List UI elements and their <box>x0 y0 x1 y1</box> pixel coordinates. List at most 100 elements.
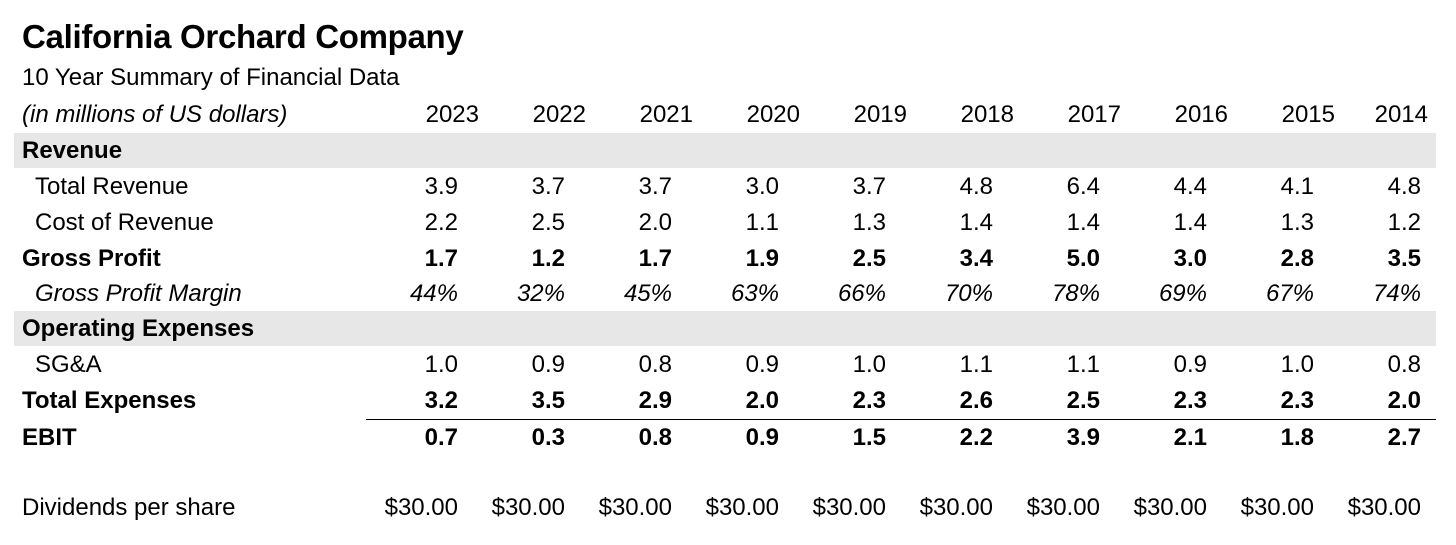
value-cell: 32% <box>516 280 565 307</box>
row-label: Total Expenses <box>22 387 197 414</box>
value-cell: $30.00 <box>1133 494 1207 521</box>
value-cell: 78% <box>1051 280 1100 307</box>
page-subtitle: 10 Year Summary of Financial Data <box>22 64 400 91</box>
year-header: 2022 <box>532 101 586 128</box>
row-gross-profit-margin: Gross Profit Margin 44% 32% 45% 63% 66% … <box>14 276 1436 311</box>
value-cell: 70% <box>944 280 993 307</box>
value-cell: 2.5 <box>531 209 565 236</box>
value-cell: 1.4 <box>1066 209 1100 236</box>
year-header-row: (in millions of US dollars) 2023 2022 20… <box>14 97 1436 132</box>
value-cell: 4.8 <box>1387 173 1421 200</box>
value-cell: $30.00 <box>919 494 993 521</box>
value-cell: 2.1 <box>1173 424 1207 451</box>
year-header: 2018 <box>960 101 1014 128</box>
value-cell: 2.8 <box>1280 245 1314 272</box>
total-underline <box>366 419 1436 420</box>
value-cell: 63% <box>730 280 779 307</box>
row-label: SG&A <box>35 351 102 378</box>
value-cell: 3.7 <box>638 173 672 200</box>
value-cell: 2.7 <box>1387 424 1421 451</box>
value-cell: $30.00 <box>491 494 565 521</box>
row-label: EBIT <box>22 424 77 451</box>
value-cell: 1.1 <box>745 209 779 236</box>
value-cell: 0.9 <box>745 351 779 378</box>
row-sga: SG&A 1.0 0.9 0.8 0.9 1.0 1.1 1.1 0.9 1.0… <box>14 347 1436 382</box>
value-cell: 44% <box>409 280 458 307</box>
value-cell: $30.00 <box>1347 494 1421 521</box>
value-cell: 3.0 <box>745 173 779 200</box>
value-cell: 1.7 <box>424 245 458 272</box>
value-cell: 0.9 <box>531 351 565 378</box>
value-cell: $30.00 <box>598 494 672 521</box>
value-cell: 1.4 <box>959 209 993 236</box>
year-header: 2021 <box>639 101 693 128</box>
page-title: California Orchard Company <box>22 18 464 55</box>
value-cell: 2.3 <box>1280 387 1314 414</box>
row-label: Gross Profit <box>22 245 161 272</box>
value-cell: 3.9 <box>424 173 458 200</box>
section-header-operating-expenses: Operating Expenses <box>14 311 1436 346</box>
value-cell: 0.8 <box>1387 351 1421 378</box>
value-cell: 1.8 <box>1280 424 1314 451</box>
value-cell: 1.0 <box>852 351 886 378</box>
value-cell: 1.0 <box>1280 351 1314 378</box>
value-cell: 1.1 <box>1066 351 1100 378</box>
value-cell: 2.2 <box>959 424 993 451</box>
row-label: Total Revenue <box>35 173 189 200</box>
value-cell: 0.3 <box>531 424 565 451</box>
value-cell: 3.9 <box>1066 424 1100 451</box>
value-cell: 4.4 <box>1173 173 1207 200</box>
value-cell: 3.0 <box>1173 245 1207 272</box>
value-cell: $30.00 <box>812 494 886 521</box>
value-cell: 2.2 <box>424 209 458 236</box>
value-cell: $30.00 <box>705 494 779 521</box>
value-cell: 3.5 <box>1387 245 1421 272</box>
row-total-expenses: Total Expenses 3.2 3.5 2.9 2.0 2.3 2.6 2… <box>14 383 1436 418</box>
value-cell: 2.3 <box>852 387 886 414</box>
value-cell: 1.3 <box>852 209 886 236</box>
value-cell: 5.0 <box>1066 245 1100 272</box>
value-cell: 2.0 <box>1387 387 1421 414</box>
year-header: 2019 <box>853 101 907 128</box>
value-cell: 3.5 <box>531 387 565 414</box>
row-dividends-per-share: Dividends per share $30.00 $30.00 $30.00… <box>14 490 1436 525</box>
value-cell: 1.0 <box>424 351 458 378</box>
value-cell: 69% <box>1158 280 1207 307</box>
value-cell: 0.8 <box>638 424 672 451</box>
value-cell: 45% <box>623 280 672 307</box>
value-cell: $30.00 <box>384 494 458 521</box>
year-header: 2014 <box>1374 101 1428 128</box>
year-header: 2017 <box>1067 101 1121 128</box>
row-label: Dividends per share <box>22 494 236 521</box>
value-cell: 1.2 <box>1387 209 1421 236</box>
row-ebit: EBIT 0.7 0.3 0.8 0.9 1.5 2.2 3.9 2.1 1.8… <box>14 420 1436 455</box>
row-gross-profit: Gross Profit 1.7 1.2 1.7 1.9 2.5 3.4 5.0… <box>14 241 1436 276</box>
value-cell: 1.5 <box>852 424 886 451</box>
value-cell: 74% <box>1372 280 1421 307</box>
value-cell: 2.3 <box>1173 387 1207 414</box>
section-label: Operating Expenses <box>22 315 255 342</box>
value-cell: 2.0 <box>638 209 672 236</box>
section-header-revenue: Revenue <box>14 133 1436 168</box>
value-cell: 3.7 <box>852 173 886 200</box>
value-cell: 1.9 <box>745 245 779 272</box>
value-cell: 0.9 <box>745 424 779 451</box>
value-cell: 1.4 <box>1173 209 1207 236</box>
value-cell: 66% <box>837 280 886 307</box>
row-total-revenue: Total Revenue 3.9 3.7 3.7 3.0 3.7 4.8 6.… <box>14 169 1436 204</box>
row-label: Gross Profit Margin <box>35 280 242 307</box>
year-header: 2015 <box>1281 101 1335 128</box>
value-cell: 3.2 <box>424 387 458 414</box>
year-header: 2020 <box>746 101 800 128</box>
value-cell: 2.9 <box>638 387 672 414</box>
section-label: Revenue <box>22 137 123 164</box>
value-cell: 2.0 <box>745 387 779 414</box>
value-cell: 0.7 <box>424 424 458 451</box>
value-cell: 4.8 <box>959 173 993 200</box>
value-cell: 6.4 <box>1066 173 1100 200</box>
value-cell: 4.1 <box>1280 173 1314 200</box>
value-cell: 1.2 <box>531 245 565 272</box>
value-cell: 1.1 <box>959 351 993 378</box>
value-cell: 3.4 <box>959 245 993 272</box>
